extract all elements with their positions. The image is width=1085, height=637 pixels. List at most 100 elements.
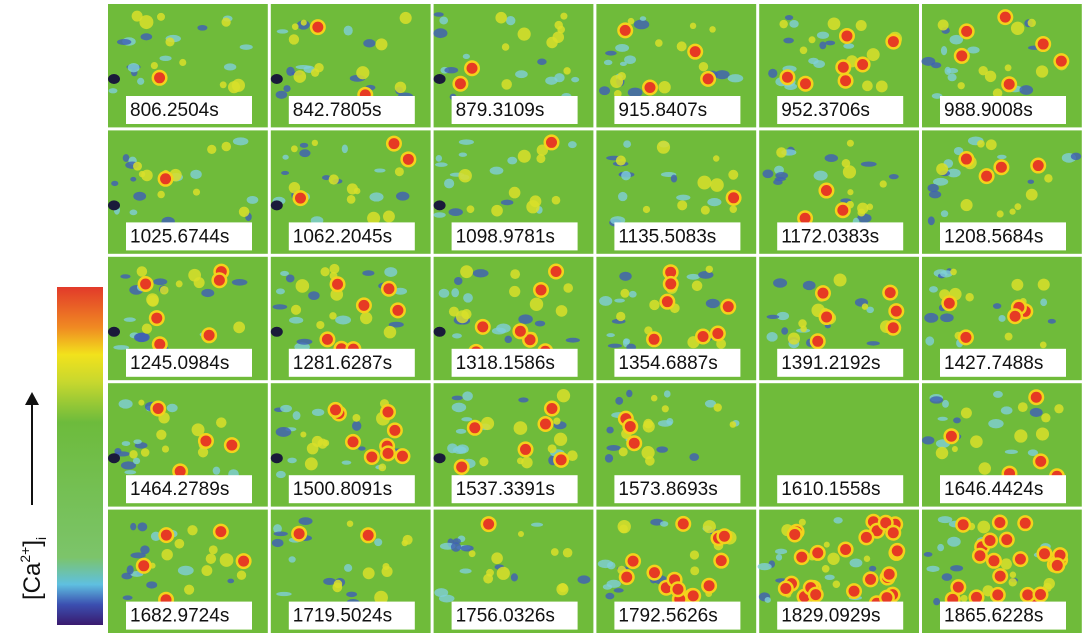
cell-yellow (382, 563, 389, 570)
cell-dim (768, 69, 777, 78)
cell-yellow (1014, 203, 1021, 210)
cell-red (995, 571, 1006, 582)
cell-dim (459, 139, 474, 144)
cell-red (1015, 554, 1026, 565)
cell-dim (276, 471, 286, 478)
cell-dim (941, 46, 947, 55)
cell-dim (159, 56, 171, 61)
cell-yellow (449, 307, 459, 317)
cell-red (366, 451, 377, 462)
cell-dim (926, 566, 939, 572)
cell-dim (452, 403, 466, 413)
cell-dim (993, 303, 1001, 309)
cell-yellow (1018, 402, 1028, 412)
cell-dim (940, 313, 954, 322)
cell-dim (201, 289, 214, 297)
cell-yellow (132, 11, 143, 22)
cell-dim (789, 20, 798, 28)
cell-dim (286, 275, 295, 283)
cell-yellow (292, 23, 299, 30)
cell-dim (687, 274, 700, 280)
cell-yellow (827, 553, 839, 565)
cell-yellow (209, 545, 218, 554)
time-label: 1318.1586s (456, 353, 555, 374)
cell-yellow (403, 535, 413, 545)
cell-red (1033, 160, 1044, 171)
cell-yellow (986, 139, 997, 150)
cell-dim (459, 153, 467, 157)
cell-red (1056, 56, 1067, 67)
cell-yellow (788, 332, 800, 344)
cell-red (312, 22, 323, 33)
time-label: 1829.0929s (781, 606, 880, 627)
cell-dim (671, 175, 677, 183)
cell-yellow (1009, 578, 1017, 586)
cell-dim (123, 154, 130, 162)
cell-yellow (1011, 22, 1024, 35)
cell-dim (924, 313, 938, 323)
frame: 1427.7488s (922, 257, 1082, 380)
cell-red (363, 530, 374, 541)
time-label: 1756.0326s (456, 606, 555, 627)
cell-red (821, 312, 832, 323)
cell-dim (433, 28, 447, 38)
cell-yellow (563, 283, 573, 293)
cell-dim (449, 208, 463, 216)
cell-dim (463, 54, 470, 59)
cell-yellow (1054, 404, 1063, 413)
cell-red (469, 422, 480, 433)
cell-dim (608, 344, 622, 348)
cell-yellow (651, 395, 658, 402)
cell-yellow (728, 170, 738, 180)
cell-red (728, 192, 739, 203)
arrow-head (25, 392, 39, 405)
cell-dim (434, 12, 444, 17)
cell-yellow (692, 281, 703, 292)
cell-dim (615, 397, 623, 405)
cell-red (662, 296, 673, 307)
cell-dim (942, 573, 953, 581)
cell-black (271, 327, 283, 337)
cell-red (322, 334, 333, 345)
cell-yellow (856, 20, 867, 31)
cell-red (678, 518, 689, 529)
cell-yellow (809, 36, 816, 43)
frame: 1756.0326s (434, 510, 594, 633)
cell-red (226, 440, 237, 451)
cell-yellow (138, 400, 144, 406)
cell-yellow (1036, 65, 1048, 77)
cell-dim (850, 558, 863, 567)
cell-dim (127, 565, 134, 574)
time-label: 1098.9781s (456, 226, 555, 247)
cell-yellow (950, 269, 957, 276)
cell-yellow (714, 403, 722, 411)
cell-dim (803, 281, 816, 290)
cell-dim (1048, 319, 1056, 324)
cell-dim (444, 67, 458, 73)
cell-yellow (558, 583, 567, 592)
cell-dim (629, 291, 637, 298)
cell-black (271, 200, 283, 210)
cell-yellow (867, 48, 880, 61)
label-close: ] (19, 540, 46, 547)
cell-yellow (289, 34, 299, 44)
cell-dim (623, 338, 630, 344)
cell-dim (280, 405, 292, 412)
cell-red (1000, 12, 1011, 23)
cell-dim (942, 400, 949, 408)
cell-dim (496, 323, 511, 332)
frame: 1172.0383s (759, 130, 919, 253)
cell-dim (119, 399, 133, 408)
cell-red (810, 589, 821, 600)
cell-red (546, 137, 557, 148)
cell-yellow (133, 162, 142, 171)
cell-yellow (658, 81, 670, 93)
cell-dim (774, 177, 786, 181)
cell-dim (765, 597, 771, 603)
cell-yellow (193, 189, 200, 196)
cell-red (161, 530, 172, 541)
cell-yellow (329, 312, 336, 319)
time-label: 1610.1558s (781, 479, 880, 500)
cell-yellow (395, 82, 406, 93)
cell-red (974, 550, 985, 561)
